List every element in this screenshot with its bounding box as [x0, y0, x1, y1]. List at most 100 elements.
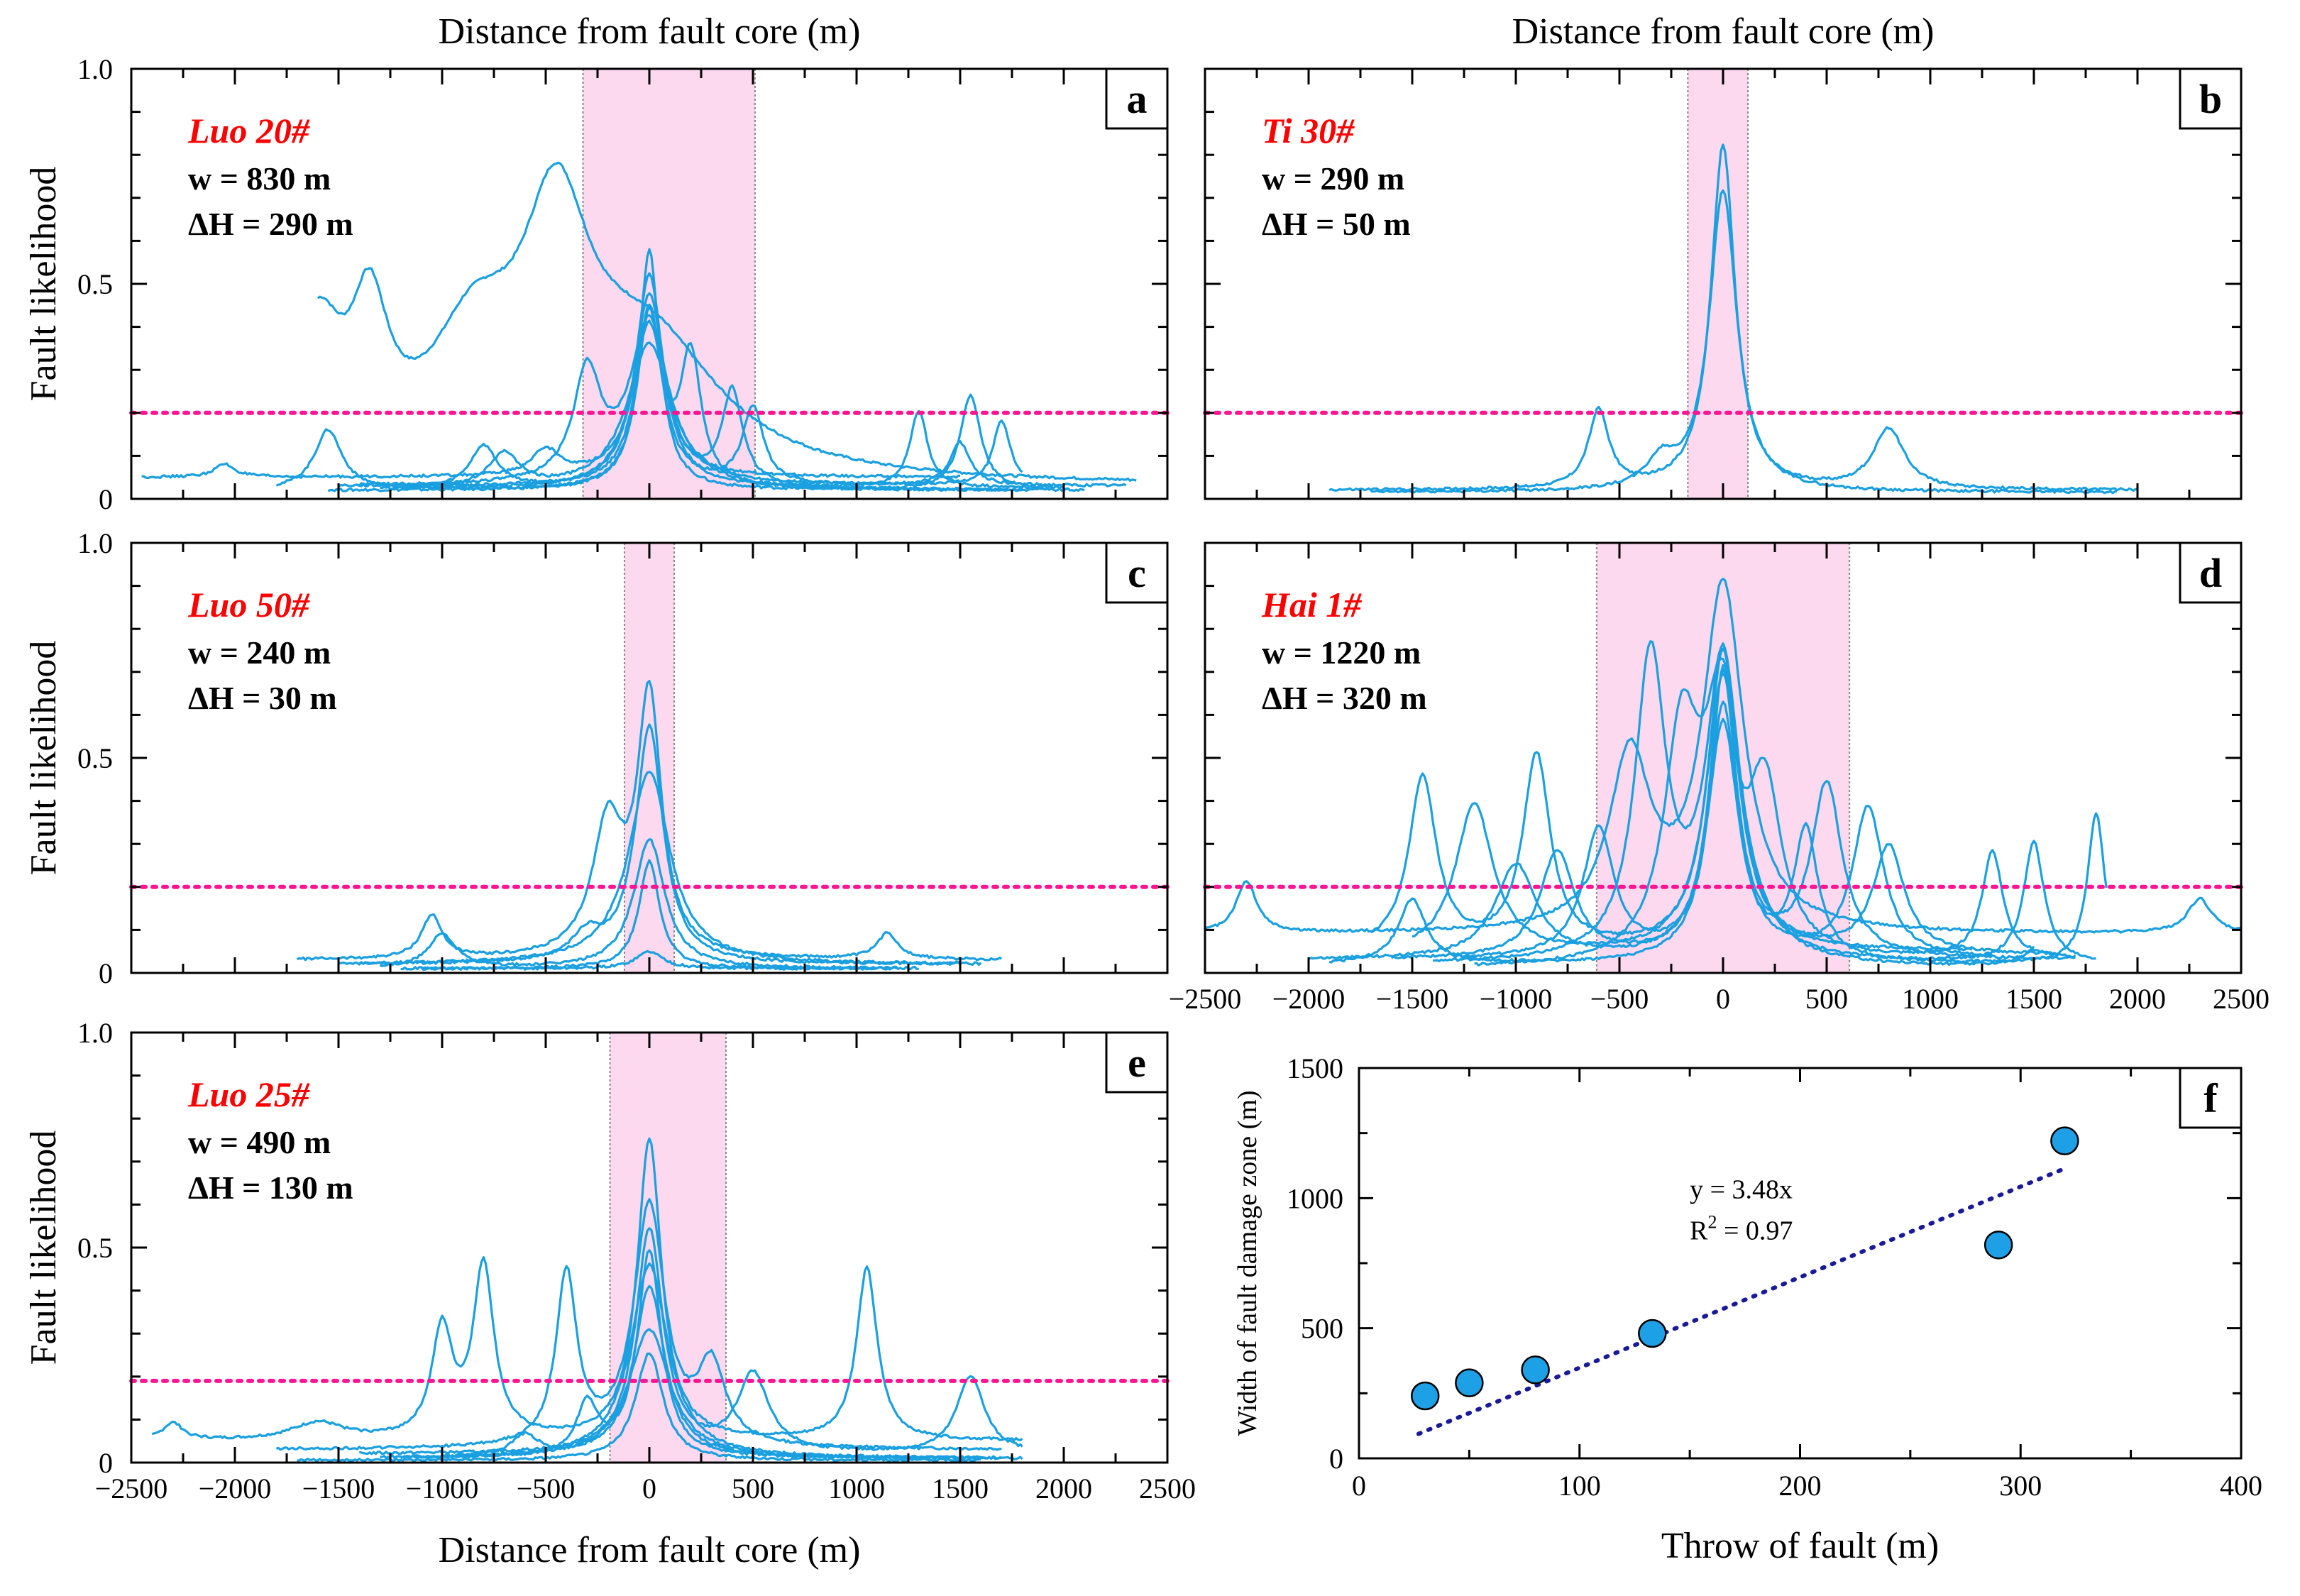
fit-line — [1416, 1166, 2067, 1436]
series-line-3 — [358, 771, 962, 966]
damage-zone-band — [610, 1033, 727, 1463]
scatter-point-6 — [2050, 1126, 2079, 1155]
y-tick-label: 1.0 — [77, 1017, 113, 1049]
panel-letter-f: f — [2203, 1075, 2218, 1121]
x-tick-label: 0 — [1352, 1470, 1366, 1502]
r2-prefix: R — [1690, 1216, 1708, 1245]
y-tick-label: 1.0 — [77, 53, 113, 85]
y-tick-label: 1500 — [1287, 1052, 1343, 1084]
well-name: Luo 50# — [187, 585, 310, 624]
damage-zone-band — [1688, 69, 1749, 499]
damage-width-label: w = 1220 m — [1262, 634, 1421, 671]
panel-b: b Ti 30# w = 290 m ΔH = 50 m Distance from f… — [1203, 11, 2243, 500]
series-line-8 — [441, 1249, 1023, 1460]
damage-width-label: w = 290 m — [1262, 160, 1404, 197]
x-tick-label: 500 — [732, 1473, 774, 1504]
scatter-point-5 — [1983, 1231, 2013, 1260]
panel-letter-box — [2179, 541, 2243, 604]
series-line-2 — [275, 1198, 1002, 1451]
throw-label: ΔH = 50 m — [1262, 206, 1411, 242]
y-axis-title: Width of fault damage zone (m) — [1233, 1090, 1262, 1436]
x-tick-label: 500 — [1805, 983, 1848, 1015]
y-tick-label: 0.5 — [77, 1232, 113, 1264]
series-line-5 — [1453, 664, 2076, 959]
panel-letter-e: e — [1128, 1040, 1146, 1086]
x-tick-label: −1500 — [302, 1473, 375, 1504]
well-name: Ti 30# — [1262, 111, 1355, 150]
x-tick-label: 300 — [1999, 1470, 2042, 1502]
series-line-7 — [141, 319, 961, 480]
panel-letter-b: b — [2199, 76, 2222, 122]
panel-letter-c: c — [1128, 550, 1146, 596]
scatter-point-1 — [1410, 1381, 1440, 1411]
series-line-1 — [1204, 578, 2242, 934]
series-line-3 — [358, 1227, 1023, 1455]
panel-letter-box — [1105, 541, 1169, 604]
series-line-6 — [1412, 672, 2056, 956]
y-axis-title: Fault likelihood — [23, 641, 64, 876]
series-line-8 — [1474, 657, 2035, 967]
x-tick-label: 2000 — [2109, 983, 2166, 1015]
scatter-point-2 — [1455, 1368, 1484, 1397]
throw-label: ΔH = 320 m — [1262, 680, 1427, 716]
panel-letter-a: a — [1127, 76, 1148, 122]
x-tick-label: 1000 — [828, 1473, 885, 1504]
fit-r-squared: R2 = 0.97 — [1690, 1211, 1793, 1245]
plot-frame — [1358, 1067, 2243, 1460]
x-tick-label: 1500 — [932, 1473, 989, 1504]
r2-superscript: 2 — [1707, 1211, 1717, 1232]
x-axis-title: Distance from fault core (m) — [439, 1530, 861, 1570]
panel-e: 0 0.5 1.0 −2500 −2000 −1500 −1000 −500 0 500 1000 1… — [23, 1017, 1196, 1570]
panel-a: 0 0.5 1.0 a Luo 20# w = 830 m ΔH = 290 m Fault … — [23, 11, 1170, 515]
x-tick-label: −2500 — [95, 1473, 168, 1504]
y-tick-label: 0.5 — [77, 742, 113, 774]
panel-d: −2500 −2000 −1500 −1000 −500 0 500 1000 1500 2000… — [1169, 541, 2269, 1015]
well-name: Hai 1# — [1261, 585, 1362, 624]
well-name: Luo 25# — [187, 1074, 310, 1114]
x-axis-title: Distance from fault core (m) — [1512, 11, 1935, 52]
x-tick-label: −2500 — [1169, 983, 1242, 1015]
y-tick-label: 0 — [99, 1447, 113, 1479]
panel-letter-box — [1105, 1031, 1169, 1094]
y-tick-label: 1000 — [1287, 1182, 1343, 1214]
series-line-9 — [1390, 717, 1993, 959]
y-tick-label: 0 — [1329, 1443, 1343, 1475]
throw-label: ΔH = 30 m — [188, 680, 337, 716]
x-tick-label: 2000 — [1035, 1473, 1092, 1504]
x-tick-label: 400 — [2220, 1470, 2262, 1502]
y-tick-label: 0.5 — [77, 268, 113, 300]
x-tick-label: −1000 — [1480, 983, 1553, 1015]
y-tick-label: 0 — [99, 957, 113, 989]
x-tick-label: 0 — [1716, 983, 1730, 1015]
damage-width-label: w = 830 m — [188, 160, 331, 197]
x-tick-label: 0 — [642, 1473, 656, 1504]
panel-letter-box — [2179, 1067, 2243, 1129]
damage-zone-band — [1596, 543, 1850, 973]
y-tick-label: 500 — [1301, 1313, 1343, 1345]
x-tick-label: 2500 — [2213, 983, 2269, 1015]
damage-width-label: w = 490 m — [188, 1124, 331, 1160]
series-line-9 — [380, 341, 1002, 492]
y-axis-title: Fault likelihood — [23, 1130, 64, 1365]
series-line-6 — [420, 950, 878, 972]
x-tick-label: 200 — [1779, 1470, 1822, 1502]
x-tick-label: −2000 — [1272, 983, 1346, 1015]
x-axis-title: Distance from fault core (m) — [439, 11, 861, 52]
scatter-point-3 — [1521, 1355, 1550, 1385]
panel-c: 0 0.5 1.0 c Luo 50# w = 240 m ΔH = 30 m Fault l… — [23, 527, 1170, 989]
fit-equation: y = 3.48x — [1690, 1174, 1793, 1204]
x-tick-label: 2500 — [1139, 1473, 1196, 1504]
x-tick-label: 1500 — [2005, 983, 2062, 1015]
panel-letter-box — [1105, 67, 1169, 130]
series-line-8 — [338, 303, 1127, 488]
panel-letter-d: d — [2199, 550, 2222, 596]
x-tick-label: −2000 — [199, 1473, 272, 1504]
series-line-2 — [1370, 189, 2118, 495]
damage-zone-band — [624, 543, 675, 973]
damage-zone-band — [583, 69, 755, 499]
damage-width-label: w = 240 m — [188, 634, 331, 671]
series-line-1 — [151, 1137, 1023, 1442]
throw-label: ΔH = 290 m — [188, 206, 353, 242]
y-tick-label: 1.0 — [77, 527, 113, 559]
scatter-point-4 — [1638, 1319, 1667, 1348]
